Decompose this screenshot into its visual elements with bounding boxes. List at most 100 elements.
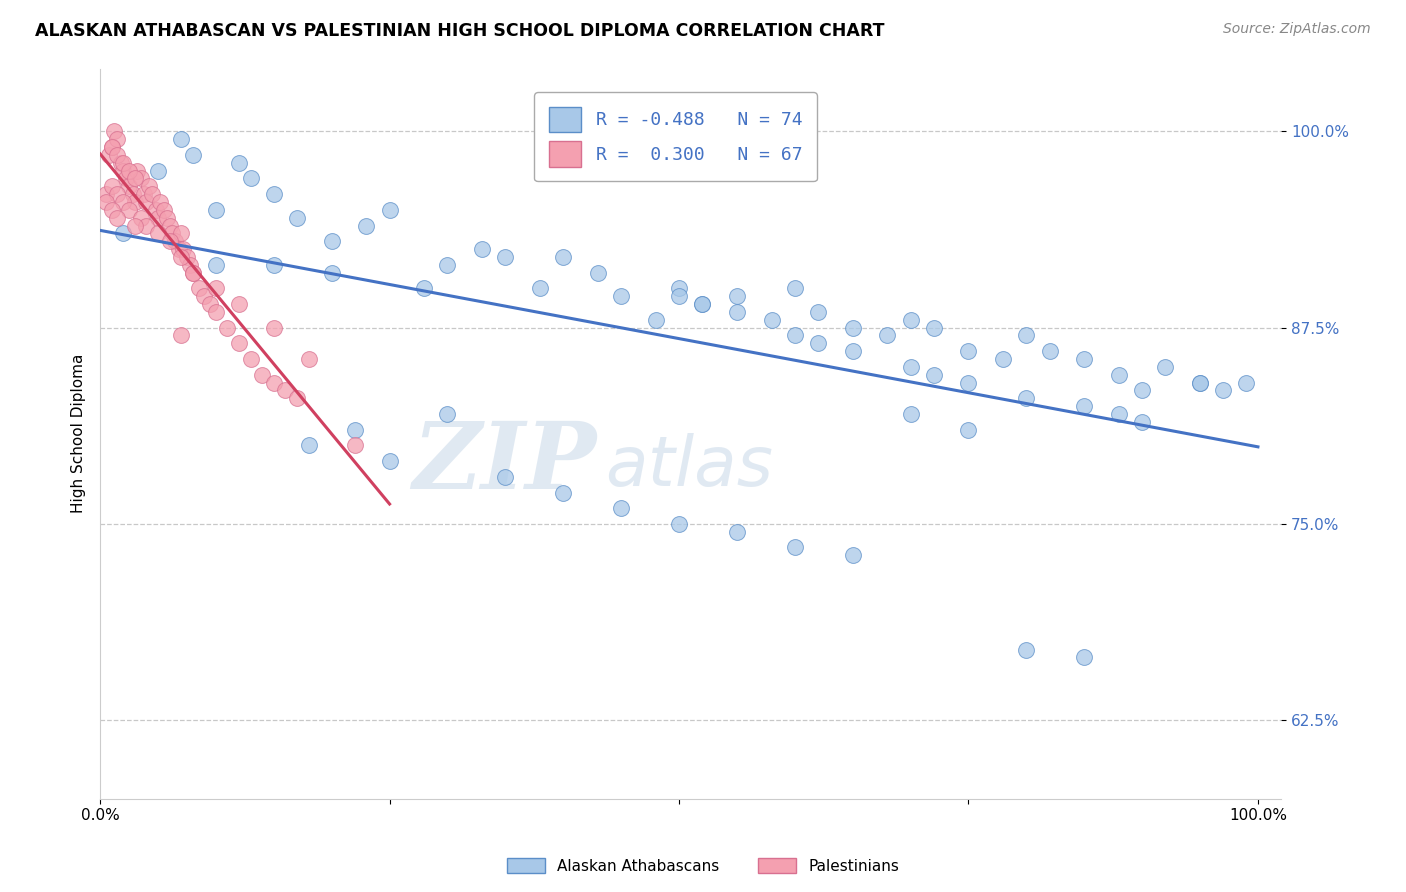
Point	[134, 187, 156, 202]
Point	[436, 258, 458, 272]
Point	[297, 438, 319, 452]
Point	[922, 368, 945, 382]
Point	[725, 289, 748, 303]
Point	[529, 281, 551, 295]
Point	[922, 320, 945, 334]
Point	[114, 171, 136, 186]
Point	[170, 227, 193, 241]
Point	[1038, 344, 1060, 359]
Point	[228, 155, 250, 169]
Point	[94, 187, 117, 202]
Point	[263, 320, 285, 334]
Point	[1130, 384, 1153, 398]
Point	[263, 258, 285, 272]
Point	[274, 384, 297, 398]
Point	[107, 187, 129, 202]
Point	[1108, 368, 1130, 382]
Point	[1108, 407, 1130, 421]
Point	[135, 219, 157, 233]
Point	[644, 313, 666, 327]
Point	[153, 202, 176, 217]
Point	[876, 328, 898, 343]
Point	[378, 454, 401, 468]
Point	[239, 352, 262, 367]
Point	[252, 368, 274, 382]
Point	[1189, 376, 1212, 390]
Point	[471, 242, 494, 256]
Point	[100, 140, 122, 154]
Point	[112, 194, 135, 209]
Text: atlas: atlas	[605, 433, 773, 500]
Point	[610, 501, 633, 516]
Point	[668, 281, 690, 295]
Legend: R = -0.488   N = 74, R =  0.300   N = 67: R = -0.488 N = 74, R = 0.300 N = 67	[534, 92, 817, 181]
Point	[957, 423, 980, 437]
Point	[841, 344, 863, 359]
Point	[179, 258, 201, 272]
Point	[783, 541, 806, 555]
Text: ZIP: ZIP	[412, 417, 596, 508]
Point	[198, 297, 221, 311]
Point	[94, 194, 117, 209]
Point	[1015, 392, 1038, 406]
Point	[343, 423, 366, 437]
Point	[761, 313, 783, 327]
Point	[146, 227, 169, 241]
Point	[170, 132, 193, 146]
Point	[173, 242, 195, 256]
Point	[1073, 650, 1095, 665]
Y-axis label: High School Diploma: High School Diploma	[72, 354, 86, 513]
Point	[193, 289, 215, 303]
Point	[167, 242, 190, 256]
Point	[494, 250, 516, 264]
Text: Source: ZipAtlas.com: Source: ZipAtlas.com	[1223, 22, 1371, 37]
Point	[900, 407, 922, 421]
Point	[170, 250, 193, 264]
Point	[181, 266, 204, 280]
Point	[118, 179, 141, 194]
Point	[181, 266, 204, 280]
Point	[159, 234, 181, 248]
Text: ALASKAN ATHABASCAN VS PALESTINIAN HIGH SCHOOL DIPLOMA CORRELATION CHART: ALASKAN ATHABASCAN VS PALESTINIAN HIGH S…	[35, 22, 884, 40]
Point	[356, 219, 378, 233]
Point	[205, 202, 228, 217]
Point	[239, 171, 262, 186]
Point	[165, 234, 187, 248]
Point	[343, 438, 366, 452]
Point	[160, 227, 183, 241]
Point	[494, 470, 516, 484]
Point	[98, 148, 121, 162]
Point	[807, 305, 830, 319]
Point	[285, 392, 308, 406]
Point	[187, 281, 209, 295]
Point	[170, 328, 193, 343]
Point	[1154, 359, 1177, 374]
Point	[725, 305, 748, 319]
Point	[146, 163, 169, 178]
Point	[1073, 399, 1095, 413]
Point	[107, 132, 129, 146]
Point	[1073, 352, 1095, 367]
Point	[1189, 376, 1212, 390]
Point	[900, 359, 922, 374]
Point	[668, 516, 690, 531]
Point	[112, 163, 135, 178]
Point	[112, 155, 135, 169]
Point	[783, 328, 806, 343]
Point	[553, 250, 575, 264]
Point	[957, 344, 980, 359]
Point	[807, 336, 830, 351]
Point	[100, 140, 122, 154]
Point	[1234, 376, 1257, 390]
Point	[205, 281, 228, 295]
Point	[228, 297, 250, 311]
Point	[112, 227, 135, 241]
Point	[141, 187, 163, 202]
Point	[841, 549, 863, 563]
Point	[1015, 642, 1038, 657]
Point	[217, 320, 239, 334]
Point	[110, 155, 132, 169]
Point	[993, 352, 1015, 367]
Point	[1015, 328, 1038, 343]
Point	[205, 258, 228, 272]
